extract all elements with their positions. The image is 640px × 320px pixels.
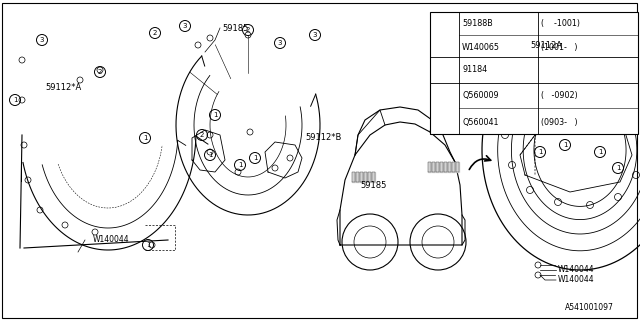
- Text: 59185: 59185: [222, 23, 248, 33]
- Text: 2: 2: [153, 30, 157, 36]
- Text: 1: 1: [616, 165, 620, 171]
- Text: (   -0902): ( -0902): [541, 91, 578, 100]
- Text: 3: 3: [313, 32, 317, 38]
- Text: 1: 1: [563, 142, 567, 148]
- Text: W140044: W140044: [93, 236, 130, 244]
- Text: 2: 2: [442, 66, 447, 75]
- Text: 59112*B: 59112*B: [305, 132, 341, 141]
- Polygon shape: [448, 162, 451, 172]
- Polygon shape: [352, 172, 355, 182]
- Text: 59188B: 59188B: [462, 19, 493, 28]
- Text: 1: 1: [538, 149, 542, 155]
- Text: 2: 2: [200, 132, 204, 138]
- Text: Q560009: Q560009: [462, 91, 499, 100]
- Polygon shape: [368, 172, 371, 182]
- Text: 59112*A: 59112*A: [45, 83, 81, 92]
- Text: 2: 2: [98, 69, 102, 75]
- Text: 2: 2: [246, 27, 250, 33]
- Polygon shape: [372, 172, 375, 182]
- Polygon shape: [452, 162, 455, 172]
- Polygon shape: [360, 172, 363, 182]
- Text: W140044: W140044: [558, 276, 595, 284]
- Polygon shape: [428, 162, 431, 172]
- Text: 91184: 91184: [462, 66, 487, 75]
- Text: 59185: 59185: [360, 180, 387, 189]
- Text: A541001097: A541001097: [565, 303, 614, 313]
- Text: 1: 1: [253, 155, 257, 161]
- Text: (1001-   ): (1001- ): [541, 43, 578, 52]
- Text: 1: 1: [212, 112, 217, 118]
- Text: 1: 1: [208, 152, 212, 158]
- Bar: [430, 12, 638, 134]
- Text: W140065: W140065: [462, 43, 500, 52]
- Text: Q560041: Q560041: [462, 118, 499, 127]
- Text: 3: 3: [183, 23, 188, 29]
- Text: 1: 1: [598, 149, 602, 155]
- Text: W140044: W140044: [558, 266, 595, 275]
- Text: 3: 3: [278, 40, 282, 46]
- Polygon shape: [432, 162, 435, 172]
- Text: 1: 1: [237, 162, 243, 168]
- Polygon shape: [456, 162, 459, 172]
- Polygon shape: [436, 162, 439, 172]
- Text: 1: 1: [442, 30, 447, 39]
- Polygon shape: [356, 172, 359, 182]
- Text: 1: 1: [146, 242, 150, 248]
- Text: (    -1001): ( -1001): [541, 19, 580, 28]
- Text: 1: 1: [143, 135, 147, 141]
- Text: (0903-   ): (0903- ): [541, 118, 578, 127]
- Text: 59112A: 59112A: [530, 41, 562, 50]
- Polygon shape: [364, 172, 367, 182]
- Text: 1: 1: [13, 97, 17, 103]
- Text: 3: 3: [442, 104, 447, 113]
- Polygon shape: [440, 162, 443, 172]
- Polygon shape: [444, 162, 447, 172]
- Text: 3: 3: [40, 37, 44, 43]
